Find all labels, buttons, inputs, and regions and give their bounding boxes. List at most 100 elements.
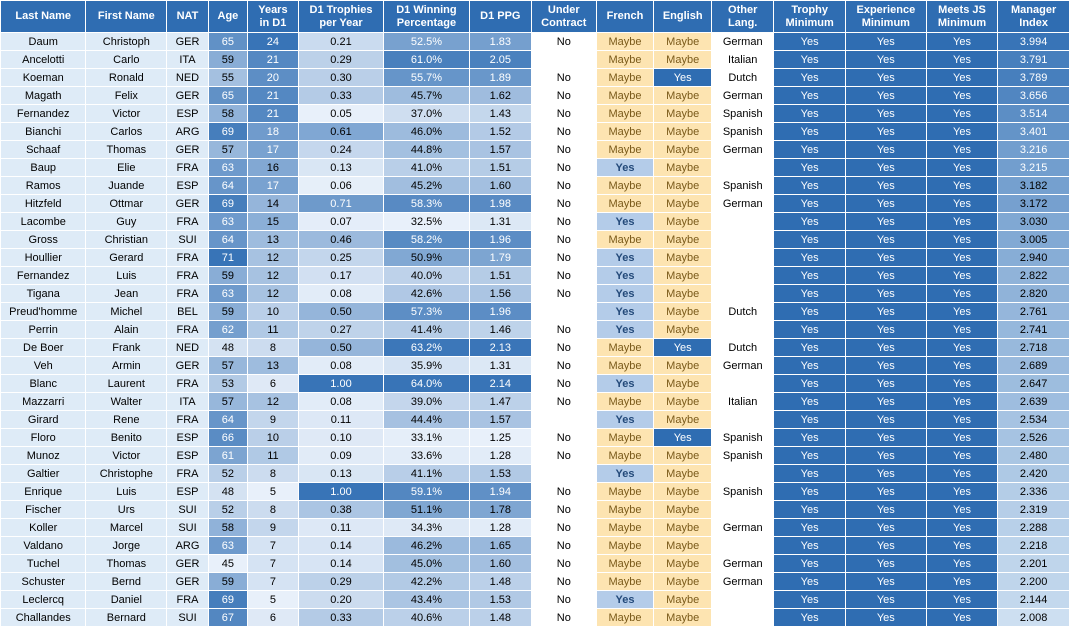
cell-other <box>712 159 774 177</box>
cell-winpct: 33.1% <box>384 429 469 447</box>
cell-mgr-index: 3.791 <box>998 51 1070 69</box>
cell-exp_min: Yes <box>845 447 926 465</box>
cell-english: Maybe <box>654 393 712 411</box>
cell-age: 67 <box>208 609 247 627</box>
cell-last: Mazzarri <box>1 393 86 411</box>
cell-years: 5 <box>248 591 299 609</box>
cell-age: 58 <box>208 105 247 123</box>
cell-other <box>712 591 774 609</box>
cell-trophies: 0.13 <box>298 159 383 177</box>
cell-other <box>712 465 774 483</box>
table-row: DaumChristophGER65240.2152.5%1.83NoMaybe… <box>1 33 1070 51</box>
cell-ppg: 1.43 <box>469 105 531 123</box>
cell-mgr-index: 2.689 <box>998 357 1070 375</box>
cell-last: Fischer <box>1 501 86 519</box>
cell-ppg: 1.25 <box>469 429 531 447</box>
cell-trophy_min: Yes <box>774 213 846 231</box>
cell-trophy_min: Yes <box>774 51 846 69</box>
table-row: SchaafThomasGER57170.2444.8%1.57NoMaybeM… <box>1 141 1070 159</box>
col-js_min: Meets JSMinimum <box>926 1 998 33</box>
cell-nat: FRA <box>167 375 209 393</box>
cell-other: German <box>712 519 774 537</box>
cell-years: 12 <box>248 285 299 303</box>
cell-ppg: 1.79 <box>469 249 531 267</box>
cell-winpct: 40.0% <box>384 267 469 285</box>
cell-mgr-index: 2.480 <box>998 447 1070 465</box>
cell-contract: No <box>531 339 596 357</box>
cell-last: Enrique <box>1 483 86 501</box>
cell-other: Spanish <box>712 447 774 465</box>
cell-first: Michel <box>86 303 167 321</box>
cell-mgr-index: 2.336 <box>998 483 1070 501</box>
cell-ppg: 1.78 <box>469 501 531 519</box>
cell-english: Maybe <box>654 555 712 573</box>
cell-age: 59 <box>208 267 247 285</box>
cell-years: 7 <box>248 555 299 573</box>
cell-first: Elie <box>86 159 167 177</box>
cell-first: Thomas <box>86 141 167 159</box>
cell-french: Maybe <box>596 195 654 213</box>
cell-english: Maybe <box>654 483 712 501</box>
cell-french: Yes <box>596 465 654 483</box>
table-row: ValdanoJorgeARG6370.1446.2%1.65NoMaybeMa… <box>1 537 1070 555</box>
cell-french: Yes <box>596 303 654 321</box>
cell-exp_min: Yes <box>845 87 926 105</box>
cell-contract: No <box>531 231 596 249</box>
col-english: English <box>654 1 712 33</box>
col-french: French <box>596 1 654 33</box>
cell-french: Maybe <box>596 519 654 537</box>
table-row: MagathFelixGER65210.3345.7%1.62NoMaybeMa… <box>1 87 1070 105</box>
cell-first: Thomas <box>86 555 167 573</box>
cell-contract <box>531 51 596 69</box>
cell-trophy_min: Yes <box>774 303 846 321</box>
cell-french: Yes <box>596 591 654 609</box>
cell-french: Yes <box>596 411 654 429</box>
cell-winpct: 34.3% <box>384 519 469 537</box>
cell-trophy_min: Yes <box>774 375 846 393</box>
cell-age: 59 <box>208 303 247 321</box>
cell-english: Maybe <box>654 249 712 267</box>
cell-js_min: Yes <box>926 267 998 285</box>
cell-trophies: 0.30 <box>298 69 383 87</box>
cell-other <box>712 249 774 267</box>
cell-english: Maybe <box>654 51 712 69</box>
cell-last: Leclercq <box>1 591 86 609</box>
cell-contract <box>531 465 596 483</box>
cell-french: Maybe <box>596 105 654 123</box>
cell-french: Yes <box>596 249 654 267</box>
cell-last: Houllier <box>1 249 86 267</box>
cell-exp_min: Yes <box>845 429 926 447</box>
cell-french: Maybe <box>596 141 654 159</box>
cell-exp_min: Yes <box>845 411 926 429</box>
cell-ppg: 1.46 <box>469 321 531 339</box>
cell-first: Alain <box>86 321 167 339</box>
cell-age: 71 <box>208 249 247 267</box>
cell-french: Maybe <box>596 33 654 51</box>
cell-trophy_min: Yes <box>774 483 846 501</box>
cell-ppg: 1.53 <box>469 591 531 609</box>
cell-english: Maybe <box>654 285 712 303</box>
cell-winpct: 51.1% <box>384 501 469 519</box>
cell-trophy_min: Yes <box>774 33 846 51</box>
cell-mgr-index: 2.761 <box>998 303 1070 321</box>
cell-contract <box>531 303 596 321</box>
cell-trophy_min: Yes <box>774 573 846 591</box>
table-row: FernandezLuisFRA59120.1740.0%1.51NoYesMa… <box>1 267 1070 285</box>
cell-exp_min: Yes <box>845 159 926 177</box>
cell-other: Dutch <box>712 303 774 321</box>
cell-contract: No <box>531 267 596 285</box>
cell-first: Luis <box>86 483 167 501</box>
cell-exp_min: Yes <box>845 213 926 231</box>
cell-contract: No <box>531 591 596 609</box>
cell-age: 61 <box>208 447 247 465</box>
cell-exp_min: Yes <box>845 33 926 51</box>
cell-winpct: 52.5% <box>384 33 469 51</box>
cell-first: Benito <box>86 429 167 447</box>
cell-nat: FRA <box>167 285 209 303</box>
table-row: KoemanRonaldNED55200.3055.7%1.89NoMaybeY… <box>1 69 1070 87</box>
cell-trophies: 0.08 <box>298 393 383 411</box>
cell-french: Maybe <box>596 501 654 519</box>
cell-winpct: 33.6% <box>384 447 469 465</box>
cell-ppg: 1.48 <box>469 573 531 591</box>
cell-exp_min: Yes <box>845 177 926 195</box>
